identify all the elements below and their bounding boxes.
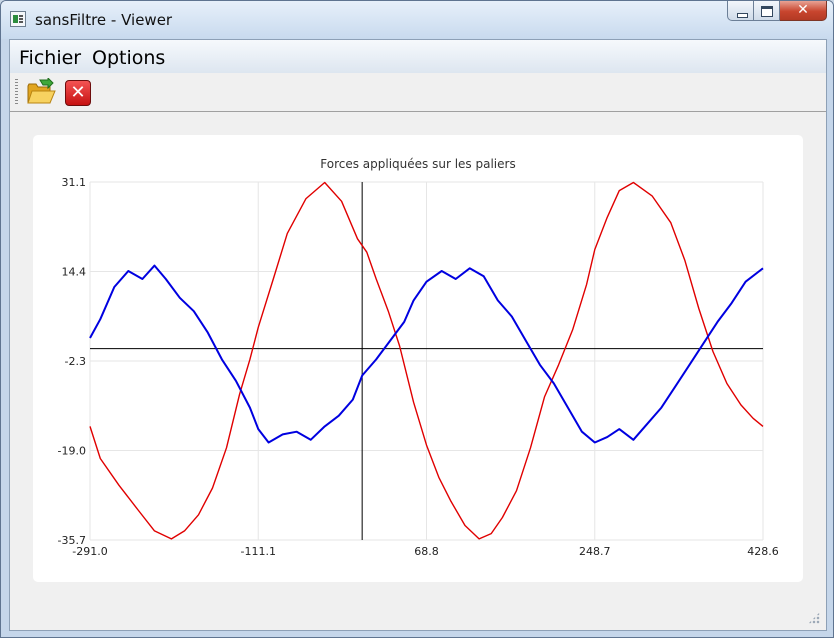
resize-grip[interactable] <box>808 612 820 624</box>
close-file-button[interactable]: ✕ <box>65 80 91 106</box>
close-window-button[interactable]: ✕ <box>780 1 827 21</box>
chart-panel: Forces appliquées sur les paliers -291.0… <box>33 135 803 582</box>
toolbar-grip-handle[interactable] <box>15 79 18 105</box>
folder-open-icon[interactable] <box>26 78 56 106</box>
y-tick-label: -2.3 <box>65 355 86 368</box>
title-bar[interactable]: sansFiltre - Viewer ✕ <box>1 1 833 39</box>
client-area: Fichier Options ✕ Forces appliquées sur … <box>9 39 827 631</box>
x-tick-label: -111.1 <box>241 545 276 558</box>
series-line-2 <box>89 264 764 444</box>
x-tick-label: 428.6 <box>747 545 779 558</box>
menu-options[interactable]: Options <box>92 47 166 69</box>
y-tick-label: 14.4 <box>62 266 87 279</box>
chart: Forces appliquées sur les paliers -291.0… <box>58 157 779 558</box>
maximize-button[interactable] <box>754 1 780 21</box>
menu-bar: Fichier Options <box>10 40 826 73</box>
y-tick-label: 31.1 <box>62 176 87 189</box>
menu-fichier[interactable]: Fichier <box>19 47 82 69</box>
close-x-icon: ✕ <box>797 2 809 18</box>
y-tick-label: -19.0 <box>58 445 86 458</box>
chart-title: Forces appliquées sur les paliers <box>320 157 515 171</box>
x-tick-label: 68.8 <box>414 545 439 558</box>
x-tick-label: -291.0 <box>72 545 107 558</box>
minimize-button[interactable] <box>727 1 754 21</box>
window-controls: ✕ <box>727 1 827 23</box>
close-icon: ✕ <box>70 82 86 103</box>
app-icon <box>10 11 26 27</box>
y-tick-label: -35.7 <box>58 534 86 547</box>
series-line-1 <box>89 181 764 540</box>
toolbar: ✕ <box>10 73 826 112</box>
window-title: sansFiltre - Viewer <box>35 11 173 29</box>
x-tick-label: 248.7 <box>579 545 611 558</box>
